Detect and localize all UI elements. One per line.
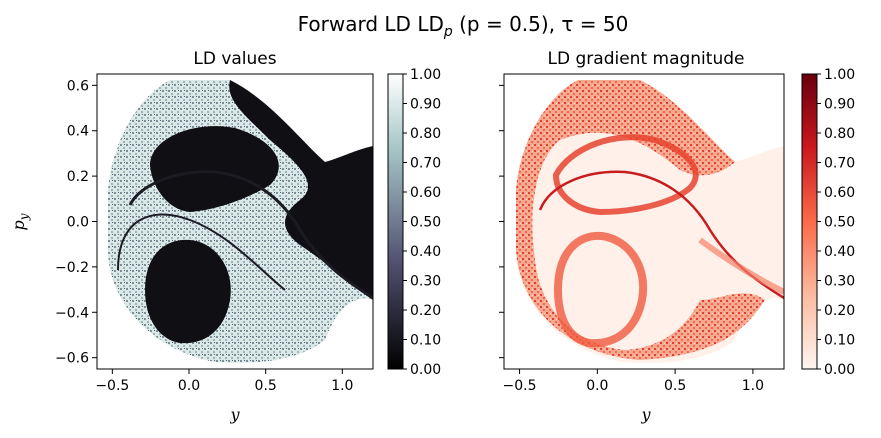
ld-values-lower-lobe bbox=[145, 239, 231, 344]
x-tick-label: 0.5 bbox=[664, 378, 686, 394]
x-tick-label: 1.0 bbox=[742, 378, 764, 394]
ld-gradient-tail bbox=[698, 237, 784, 295]
ld-gradient-heatmap bbox=[516, 80, 784, 363]
colorbar-tick-label: 0.20 bbox=[824, 303, 855, 319]
colorbar-tick-label: 0.90 bbox=[824, 97, 855, 113]
y-tick-label: 0.6 bbox=[67, 78, 89, 94]
colorbar-tick-label: 0.60 bbox=[824, 185, 855, 201]
colorbar-tick-label: 0.70 bbox=[824, 156, 855, 172]
ld-values-upper-lobe bbox=[150, 126, 279, 212]
y-tick-label: −0.4 bbox=[55, 305, 89, 321]
ld-gradient-panel: LD gradient magnitude −0.5 0.0 0.5 1.0 y 1.… bbox=[499, 49, 855, 424]
ld-values-axes: −0.5 0.0 0.5 1.0 0.6 0.4 0.2 0.0 −0.2 −0.4 −0.6 bbox=[55, 78, 353, 394]
colorbar-tick-label: 0.30 bbox=[824, 274, 855, 290]
ld-gradient-axes: −0.5 0.0 0.5 1.0 bbox=[499, 84, 764, 394]
ld-values-heatmap bbox=[108, 80, 373, 363]
ld-gradient-colorbar bbox=[801, 73, 818, 370]
x-tick-label: 0.0 bbox=[586, 378, 608, 394]
colorbar-tick-label: 0.90 bbox=[410, 97, 441, 113]
ld-values-outer-dark-region bbox=[229, 80, 373, 300]
x-tick-label: 0.0 bbox=[178, 378, 200, 394]
ld-values-inner-band bbox=[128, 170, 373, 300]
ld-gradient-title: LD gradient magnitude bbox=[548, 49, 745, 69]
ld-values-colorbar-ticks: 1.00 0.90 0.80 0.70 0.60 0.50 0.40 0.30 0.20 0.10… bbox=[403, 67, 441, 378]
colorbar-tick-label: 0.50 bbox=[410, 215, 441, 231]
colorbar-tick-label: 0.60 bbox=[410, 185, 441, 201]
y-tick-label: −0.6 bbox=[55, 351, 89, 367]
ld-gradient-filaments bbox=[516, 80, 765, 360]
figure-title: Forward LD LDp (p = 0.5), τ = 50 bbox=[298, 12, 629, 40]
colorbar-tick-label: 0.50 bbox=[824, 215, 855, 231]
y-tick-label: 0.2 bbox=[67, 169, 89, 185]
ld-gradient-upper-arc bbox=[552, 134, 699, 216]
ld-gradient-lower-ring bbox=[553, 231, 648, 348]
ld-values-panel: LD values −0.5 0.0 0.5 1.00.60.40.20.0−0.2−… bbox=[9, 49, 441, 424]
ld-values-swirl-band bbox=[117, 213, 286, 291]
colorbar-tick-label: 0.00 bbox=[410, 362, 441, 378]
x-tick-label: −0.5 bbox=[503, 378, 537, 394]
ld-values-title: LD values bbox=[193, 49, 276, 69]
y-tick-label: −0.2 bbox=[55, 260, 89, 276]
colorbar-tick-label: 0.70 bbox=[410, 156, 441, 172]
colorbar-tick-label: 0.00 bbox=[824, 362, 855, 378]
colorbar-tick-label: 0.10 bbox=[824, 333, 855, 349]
y-tick-label: 0.0 bbox=[67, 215, 89, 231]
x-tick-label: −0.5 bbox=[95, 378, 129, 394]
ld-values-ylabel: py bbox=[9, 213, 31, 230]
ld-values-xlabel: y bbox=[229, 405, 240, 424]
colorbar-tick-label: 0.80 bbox=[410, 126, 441, 142]
ld-gradient-colorbar-ticks: 1.00 0.90 0.80 0.70 0.60 0.50 0.40 0.30 0.20 0.10… bbox=[817, 67, 855, 378]
colorbar-tick-label: 0.40 bbox=[824, 244, 855, 260]
y-tick-label: 0.4 bbox=[67, 124, 89, 140]
colorbar-tick-label: 0.40 bbox=[410, 244, 441, 260]
x-tick-label: 0.5 bbox=[255, 378, 277, 394]
ld-gradient-xlabel: y bbox=[640, 405, 651, 424]
colorbar-tick-label: 1.00 bbox=[824, 67, 855, 83]
colorbar-tick-label: 0.10 bbox=[410, 333, 441, 349]
x-tick-label: 1.0 bbox=[331, 378, 353, 394]
colorbar-tick-label: 0.80 bbox=[824, 126, 855, 142]
colorbar-tick-label: 0.30 bbox=[410, 274, 441, 290]
colorbar-tick-label: 0.20 bbox=[410, 303, 441, 319]
colorbar-tick-label: 1.00 bbox=[410, 67, 441, 83]
ld-values-colorbar bbox=[387, 73, 404, 370]
